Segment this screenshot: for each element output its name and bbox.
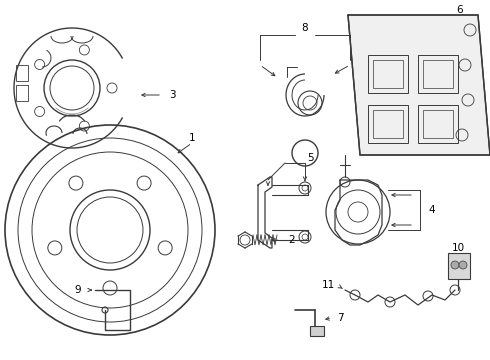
Text: 3: 3	[169, 90, 175, 100]
Bar	[368, 55, 408, 93]
Bar	[423, 110, 453, 138]
Bar	[418, 105, 458, 143]
Text: 8: 8	[302, 23, 308, 33]
Bar	[16, 85, 28, 101]
Text: 5: 5	[307, 153, 313, 163]
Text: 10: 10	[451, 243, 465, 253]
Text: 7: 7	[337, 313, 343, 323]
Bar	[448, 253, 470, 279]
Bar	[373, 60, 403, 88]
Bar	[423, 60, 453, 88]
Bar	[373, 110, 403, 138]
Text: 2: 2	[289, 235, 295, 245]
Circle shape	[451, 261, 459, 269]
Text: 1: 1	[189, 133, 196, 143]
Bar	[418, 55, 458, 93]
Circle shape	[459, 261, 467, 269]
Polygon shape	[348, 15, 490, 155]
Bar	[310, 326, 324, 336]
Bar	[368, 105, 408, 143]
Text: 6: 6	[457, 5, 464, 15]
Bar	[16, 65, 28, 81]
Text: 9: 9	[74, 285, 81, 295]
Text: 4: 4	[429, 205, 435, 215]
Text: 11: 11	[321, 280, 335, 290]
